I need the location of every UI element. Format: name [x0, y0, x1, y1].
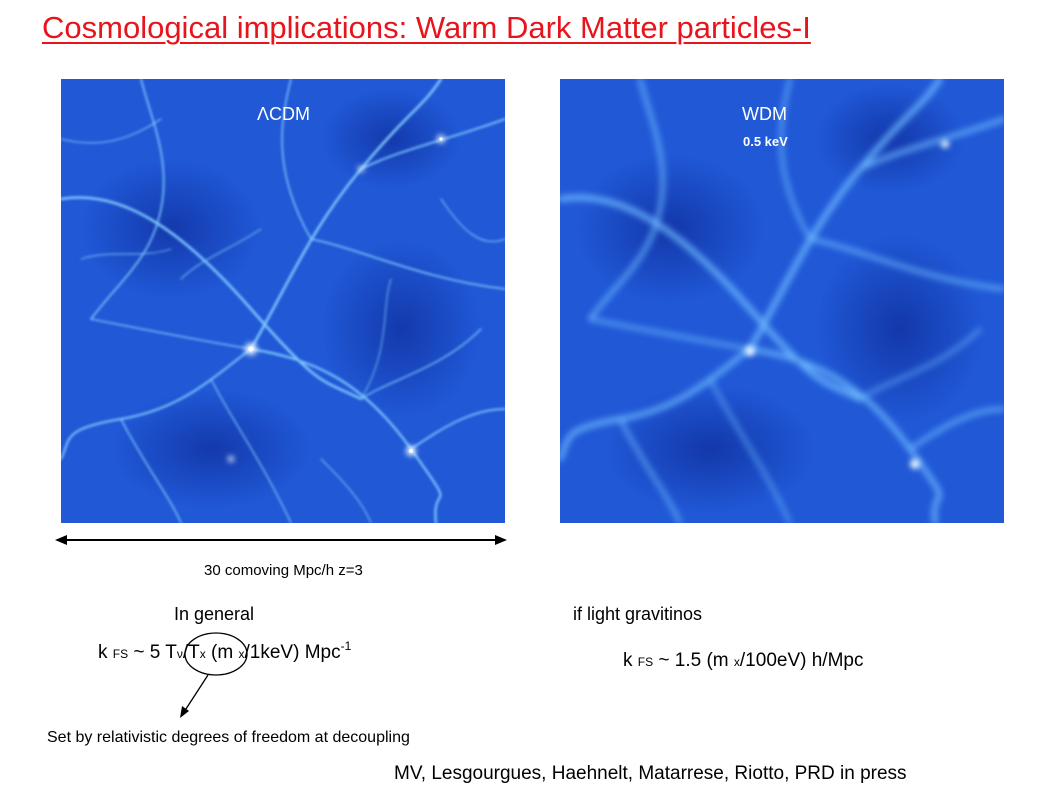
gravitino-label: if light gravitinos: [573, 604, 703, 624]
wdm-mass-label: 0.5 keV: [743, 134, 788, 149]
formula-exponent: -1: [340, 639, 352, 653]
reference-citation: MV, Lesgourgues, Haehnelt, Matarrese, Ri…: [394, 763, 907, 784]
formula-x-subscript: x: [733, 655, 740, 669]
wdm-label: WDM: [742, 104, 787, 124]
scale-arrow: [55, 535, 507, 545]
annotation-arrow: [183, 674, 209, 713]
formula-t-nu: T: [165, 642, 177, 663]
formula-mass-open: (m: [205, 642, 239, 663]
temperature-ratio-highlight: [180, 632, 248, 718]
formula-k: k: [623, 650, 638, 671]
general-label: In general: [174, 604, 255, 624]
degrees-of-freedom-note: Set by relativistic degrees of freedom a…: [47, 729, 410, 746]
formula-nu-subscript: ν: [176, 647, 183, 661]
free-streaming-formula-gravitino: k FS ~ 1.5 (m x/100eV) h/Mpc: [623, 650, 863, 672]
formula-prefactor: ~ 5: [128, 642, 166, 663]
formula-mass-close: /100eV) h/Mpc: [739, 650, 864, 671]
formula-fs-subscript: FS: [112, 647, 129, 661]
cdm-filament-field: [61, 79, 505, 523]
formula-fs-subscript: FS: [637, 655, 654, 669]
cdm-label-text: CDM: [269, 104, 311, 124]
annotation-arrowhead: [180, 706, 189, 718]
lambda-symbol: Λ: [257, 104, 270, 124]
formula-prefactor: ~ 1.5 (m: [653, 650, 734, 671]
scale-label: 30 comoving Mpc/h z=3: [204, 562, 363, 579]
formula-x-subscript: x: [199, 647, 206, 661]
wdm-simulation-image: WDM 0.5 keV: [560, 79, 1004, 523]
cdm-label: ΛCDM: [257, 104, 310, 125]
slide-title: Cosmological implications: Warm Dark Mat…: [42, 10, 811, 45]
formula-mass-x-subscript: x: [238, 647, 245, 661]
highlight-ellipse: [184, 632, 248, 676]
cdm-simulation-image: ΛCDM: [61, 79, 505, 523]
wdm-filament-field: [560, 79, 1004, 523]
formula-k: k: [98, 642, 113, 663]
formula-mass-close: /1keV) Mpc: [244, 642, 341, 663]
